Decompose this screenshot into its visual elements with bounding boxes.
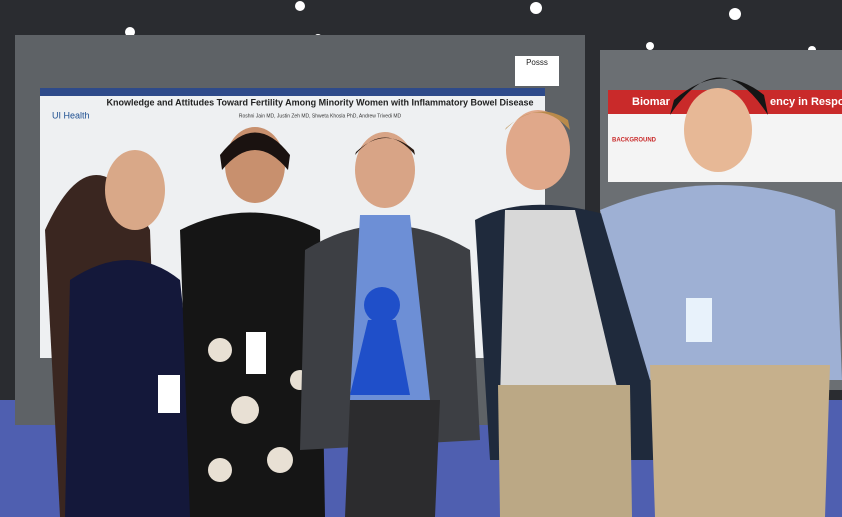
person — [475, 110, 655, 517]
right-poster-section: BACKGROUND — [612, 138, 657, 144]
poster-band — [40, 88, 545, 96]
person — [45, 150, 205, 517]
sign — [515, 56, 559, 86]
ceiling-lights — [125, 1, 816, 54]
poster-authors: Roshni Jain MD, Justin Zeh MD, Shweta Kh… — [239, 113, 402, 119]
sign-text: Posss — [526, 58, 548, 67]
person — [180, 127, 325, 517]
person — [300, 132, 480, 517]
right-poster-title: Biomar — [632, 96, 671, 108]
person — [600, 77, 842, 517]
right-poster-title: ency in Respo — [770, 96, 842, 108]
poster-title: Knowledge and Attitudes Toward Fertility… — [106, 97, 533, 107]
logo: UI Health — [52, 110, 90, 120]
